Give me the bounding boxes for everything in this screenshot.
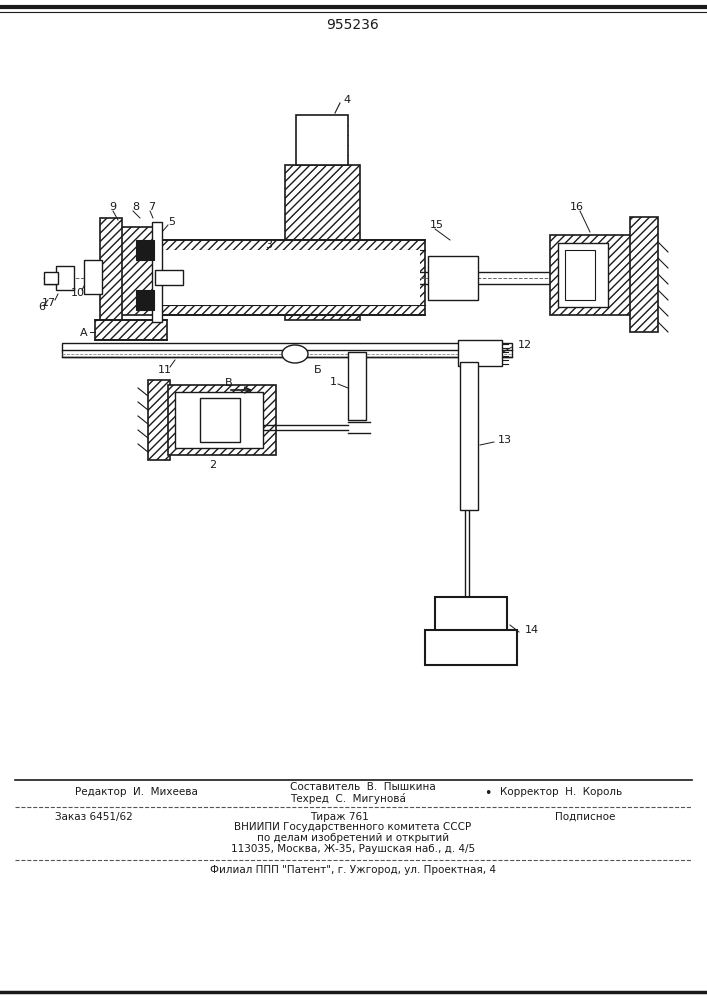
- Bar: [136, 240, 154, 260]
- Bar: [285, 165, 360, 320]
- Text: ВНИИПИ Государственного комитета СССР: ВНИИПИ Государственного комитета СССР: [235, 822, 472, 832]
- Bar: [56, 266, 74, 290]
- Bar: [95, 320, 167, 340]
- Text: 6: 6: [38, 302, 45, 312]
- Text: 11: 11: [158, 365, 172, 375]
- Text: A: A: [80, 328, 88, 338]
- Bar: [348, 352, 366, 420]
- Text: 5: 5: [168, 217, 175, 227]
- Text: 113035, Москва, Ж-35, Раушская наб., д. 4/5: 113035, Москва, Ж-35, Раушская наб., д. …: [231, 844, 475, 854]
- Text: 9: 9: [110, 202, 117, 212]
- Text: Редактор  И.  Михеева: Редактор И. Михеева: [75, 787, 198, 797]
- Text: Заказ 6451/62: Заказ 6451/62: [55, 812, 133, 822]
- Text: •: •: [484, 786, 491, 800]
- Bar: [425, 630, 517, 665]
- Text: Б: Б: [314, 365, 322, 375]
- Bar: [435, 597, 507, 635]
- Text: 3: 3: [265, 240, 272, 250]
- Text: Составитель  В.  Пышкина: Составитель В. Пышкина: [290, 782, 436, 792]
- Bar: [84, 260, 102, 294]
- Text: 4: 4: [343, 95, 350, 105]
- Bar: [458, 340, 502, 366]
- Text: по делам изобретений и открытий: по делам изобретений и открытий: [257, 833, 449, 843]
- Text: 12: 12: [518, 340, 532, 350]
- Text: 16: 16: [570, 202, 584, 212]
- Text: В: В: [225, 378, 233, 388]
- Text: Тираж 761: Тираж 761: [310, 812, 369, 822]
- Text: Филиал ППП "Патент", г. Ужгород, ул. Проектная, 4: Филиал ППП "Патент", г. Ужгород, ул. Про…: [210, 865, 496, 875]
- Bar: [155, 240, 425, 315]
- Bar: [558, 243, 608, 307]
- Text: 955236: 955236: [327, 18, 380, 32]
- Bar: [200, 398, 240, 442]
- Text: 1: 1: [329, 377, 337, 387]
- Bar: [148, 380, 170, 460]
- Bar: [152, 222, 162, 322]
- Bar: [565, 250, 595, 300]
- Text: 13: 13: [498, 435, 512, 445]
- Bar: [460, 362, 478, 510]
- Bar: [550, 235, 635, 315]
- Bar: [44, 272, 58, 284]
- Text: 10: 10: [71, 288, 85, 298]
- Text: 2: 2: [209, 460, 216, 470]
- Text: Техред  С.  Мигунова́: Техред С. Мигунова́: [290, 792, 406, 804]
- Bar: [428, 256, 478, 300]
- Text: 15: 15: [430, 220, 444, 230]
- Text: 7: 7: [148, 202, 156, 212]
- Bar: [168, 385, 276, 455]
- Bar: [62, 343, 512, 357]
- Bar: [160, 250, 420, 305]
- Text: 17: 17: [42, 298, 56, 308]
- Text: Корректор  Н.  Король: Корректор Н. Король: [500, 787, 622, 797]
- Ellipse shape: [282, 345, 308, 363]
- Bar: [136, 290, 154, 310]
- Bar: [630, 217, 658, 332]
- Bar: [100, 218, 122, 328]
- Text: 14: 14: [525, 625, 539, 635]
- Bar: [175, 392, 263, 448]
- Text: 8: 8: [132, 202, 139, 212]
- Bar: [118, 227, 156, 315]
- Bar: [296, 115, 348, 165]
- Text: Подписное: Подписное: [555, 812, 615, 822]
- Bar: [155, 270, 183, 285]
